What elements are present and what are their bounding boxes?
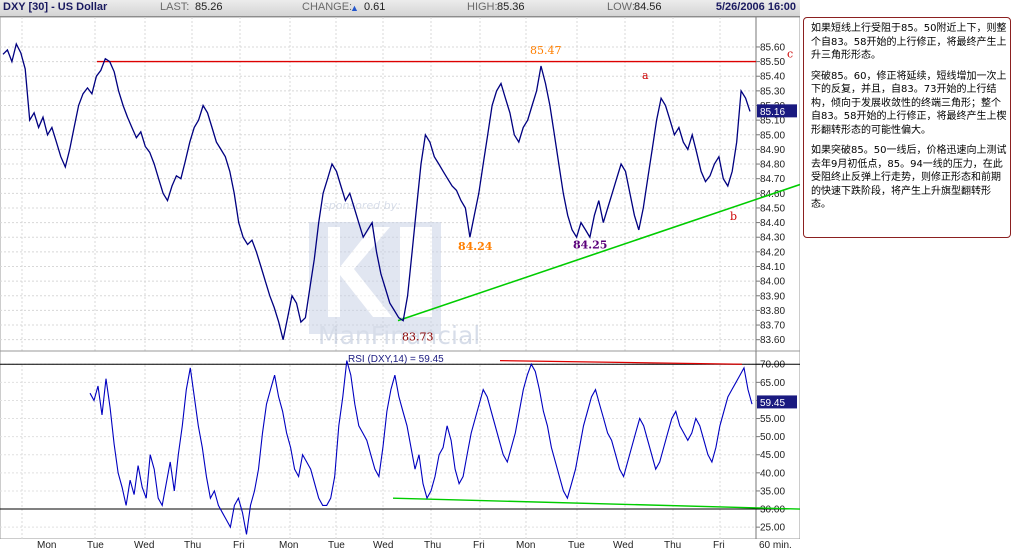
price-tick-label: 84.10 (760, 262, 785, 273)
x-axis-label-wed: Wed (134, 540, 154, 550)
price-tick-label: 85.60 (760, 42, 785, 53)
x-axis-unit: 60 min. (759, 540, 792, 550)
x-axis-label-mon: Mon (516, 540, 535, 550)
rsi-title: RSI (DXY,14) = 59.45 (348, 354, 444, 365)
low-value: 84.56 (634, 1, 662, 13)
x-axis-label-fri: Fri (473, 540, 485, 550)
rsi-tick-label: 25.00 (760, 523, 785, 534)
price-tick-label: 84.00 (760, 277, 785, 288)
annotation-83-73: 83.73 (402, 331, 434, 344)
annotation-84-25: 84.25 (573, 239, 607, 252)
rsi-tick-label: 30.00 (760, 505, 785, 516)
support-line (397, 183, 800, 322)
low-label: LOW: (607, 1, 635, 13)
price-panel: 85.6085.5085.4085.3085.2085.1085.0084.90… (0, 17, 800, 372)
x-axis-label-wed: Wed (613, 540, 633, 550)
price-line (2, 42, 751, 340)
last-label: LAST: (160, 1, 190, 13)
annotation-85-47: 85.47 (530, 44, 562, 57)
x-axis-label-tue: Tue (568, 540, 585, 550)
watermark-text: ManFinancial (318, 321, 480, 350)
note-paragraph-3: 如果突破85。50一线后，价格迅速向上测试去年9月初低点，85。94一线的压力，… (811, 145, 1007, 210)
price-tick-label: 84.40 (760, 218, 785, 229)
annotation-c: c (787, 48, 793, 61)
rsi-tick-label: 40.00 (760, 468, 785, 479)
chart-header: DXY [30] - US Dollar LAST: 85.26 CHANGE:… (0, 0, 800, 17)
change-label: CHANGE: (302, 1, 353, 13)
x-axis-label-wed: Wed (373, 540, 393, 550)
annotation-84-24: 84.24 (458, 240, 493, 253)
rsi-support-line (392, 497, 800, 510)
rsi-panel-frame (0, 350, 800, 540)
high-label: HIGH: (467, 1, 498, 13)
x-axis: Mon Tue Wed Thu Fri Mon Tue Wed Thu Fri Mon Tue Wed T… (0, 539, 800, 550)
last-price-tag: 85.16 (760, 107, 785, 118)
price-tick-label: 83.80 (760, 306, 785, 317)
high-value: 85.36 (497, 1, 525, 13)
rsi-value-tag: 59.45 (760, 398, 785, 409)
price-tick-label: 85.50 (760, 57, 785, 68)
price-tick-label: 85.00 (760, 130, 785, 141)
annotation-a: a (642, 69, 649, 82)
price-tick-label: 84.90 (760, 145, 785, 156)
annotation-b: b (730, 210, 737, 223)
x-axis-label-thu: Thu (184, 540, 201, 550)
price-tick-label: 83.60 (760, 335, 785, 346)
watermark-sponsor-text: sponsored by: (323, 199, 401, 212)
price-tick-label: 85.30 (760, 86, 785, 97)
price-tick-label: 83.90 (760, 291, 785, 302)
x-axis-band (0, 539, 800, 550)
watermark-logo-bar (400, 227, 432, 317)
price-tick-label: 83.70 (760, 321, 785, 332)
change-value: 0.61 (364, 1, 386, 13)
rsi-tick-label: 70.00 (760, 360, 785, 371)
last-value: 85.26 (195, 1, 223, 13)
x-axis-label-fri: Fri (713, 540, 725, 550)
note-paragraph-1: 如果短线上行受阻于85。50附近上下，则整个自83。58开始的上行修正，将最终产… (811, 23, 1007, 61)
rsi-value-tag-bg (757, 395, 797, 409)
chart-datetime: 5/26/2006 16:00 (715, 1, 796, 13)
x-axis-label-tue: Tue (328, 540, 345, 550)
chart-canvas: 85.6085.5085.4085.3085.2085.1085.0084.90… (0, 17, 800, 550)
chart-title: DXY [30] - US Dollar (3, 1, 108, 13)
price-tick-label: 85.10 (760, 116, 785, 127)
analysis-notes: 如果短线上行受阻于85。50附近上下，则整个自83。58开始的上行修正，将最终产… (803, 17, 1011, 238)
x-axis-label-tue: Tue (87, 540, 104, 550)
x-axis-label-mon: Mon (37, 540, 56, 550)
x-axis-label-thu: Thu (424, 540, 441, 550)
rsi-resistance-line (499, 360, 743, 365)
rsi-line (89, 360, 753, 535)
price-tick-label: 84.70 (760, 174, 785, 185)
note-paragraph-2: 突破85。60，修正将延续，短线增加一次上下的反复，并且，自83。73开始的上行… (811, 70, 1007, 136)
price-tick-label: 85.40 (760, 72, 785, 83)
x-axis-label-fri: Fri (233, 540, 245, 550)
price-tick-label: 84.30 (760, 233, 785, 244)
x-axis-label-thu: Thu (664, 540, 681, 550)
rsi-panel: RSI (DXY,14) = 59.4570.0065.0060.0055.00… (0, 350, 800, 540)
price-tick-label: 84.20 (760, 247, 785, 258)
rsi-tick-label: 50.00 (760, 432, 785, 443)
rsi-tick-label: 35.00 (760, 486, 785, 497)
up-triangle-icon: ▲ (350, 3, 359, 13)
rsi-tick-label: 45.00 (760, 450, 785, 461)
last-price-tag-bg (757, 104, 797, 118)
rsi-tick-label: 55.00 (760, 414, 785, 425)
price-tick-label: 84.50 (760, 203, 785, 214)
rsi-tick-label: 65.00 (760, 378, 785, 389)
x-axis-label-mon: Mon (279, 540, 298, 550)
watermark-logo-mark (328, 227, 392, 317)
price-tick-label: 84.80 (760, 160, 785, 171)
